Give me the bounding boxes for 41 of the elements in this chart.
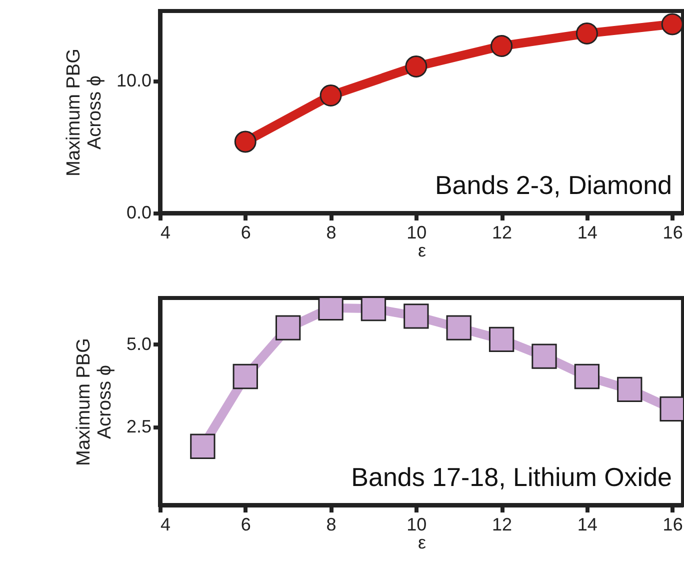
point [446, 315, 472, 340]
point [661, 13, 683, 36]
x-tick-label: 12 [492, 514, 512, 534]
x-axis-title: ε [418, 240, 426, 260]
x-tick-label: 14 [577, 222, 598, 242]
x-tick-label: 4 [160, 514, 171, 534]
point [190, 434, 216, 459]
point [574, 364, 600, 390]
point [360, 298, 386, 322]
annotation: Bands 2-3, Diamond [434, 170, 672, 200]
x-tick-label: 16 [662, 222, 683, 242]
x-tick-label: 8 [326, 514, 336, 534]
y-tick-label: 2.5 [126, 416, 152, 437]
x-tick-label: 6 [240, 222, 251, 242]
point [320, 84, 342, 106]
annotation: Bands 17-18, Lithium Oxide [351, 462, 672, 492]
point [576, 22, 598, 44]
point [276, 315, 301, 340]
x-tick-label: 16 [662, 514, 683, 534]
y-tick-label: 10.0 [116, 70, 152, 90]
point [234, 130, 256, 153]
point [405, 55, 428, 78]
y-tick-label: 0.0 [126, 202, 152, 222]
x-tick-label: 10 [406, 222, 427, 242]
x-tick-label: 10 [406, 514, 427, 534]
point [532, 344, 557, 369]
y-tick-label: 5.0 [126, 334, 152, 354]
point [488, 326, 514, 352]
point [617, 376, 642, 402]
x-tick-label: 4 [160, 222, 171, 242]
point [318, 298, 344, 321]
x-axis-title: ε [418, 532, 426, 552]
point [490, 35, 513, 57]
y-axis-title: Maximum PBG Across ϕ [73, 338, 116, 466]
x-tick-label: 12 [492, 222, 512, 242]
x-tick-label: 6 [240, 514, 251, 534]
point [232, 364, 258, 390]
x-tick-label: 14 [577, 514, 598, 534]
y-axis-title: Maximum PBG Across ϕ [63, 48, 106, 176]
point [404, 304, 429, 329]
x-tick-label: 8 [326, 222, 336, 242]
